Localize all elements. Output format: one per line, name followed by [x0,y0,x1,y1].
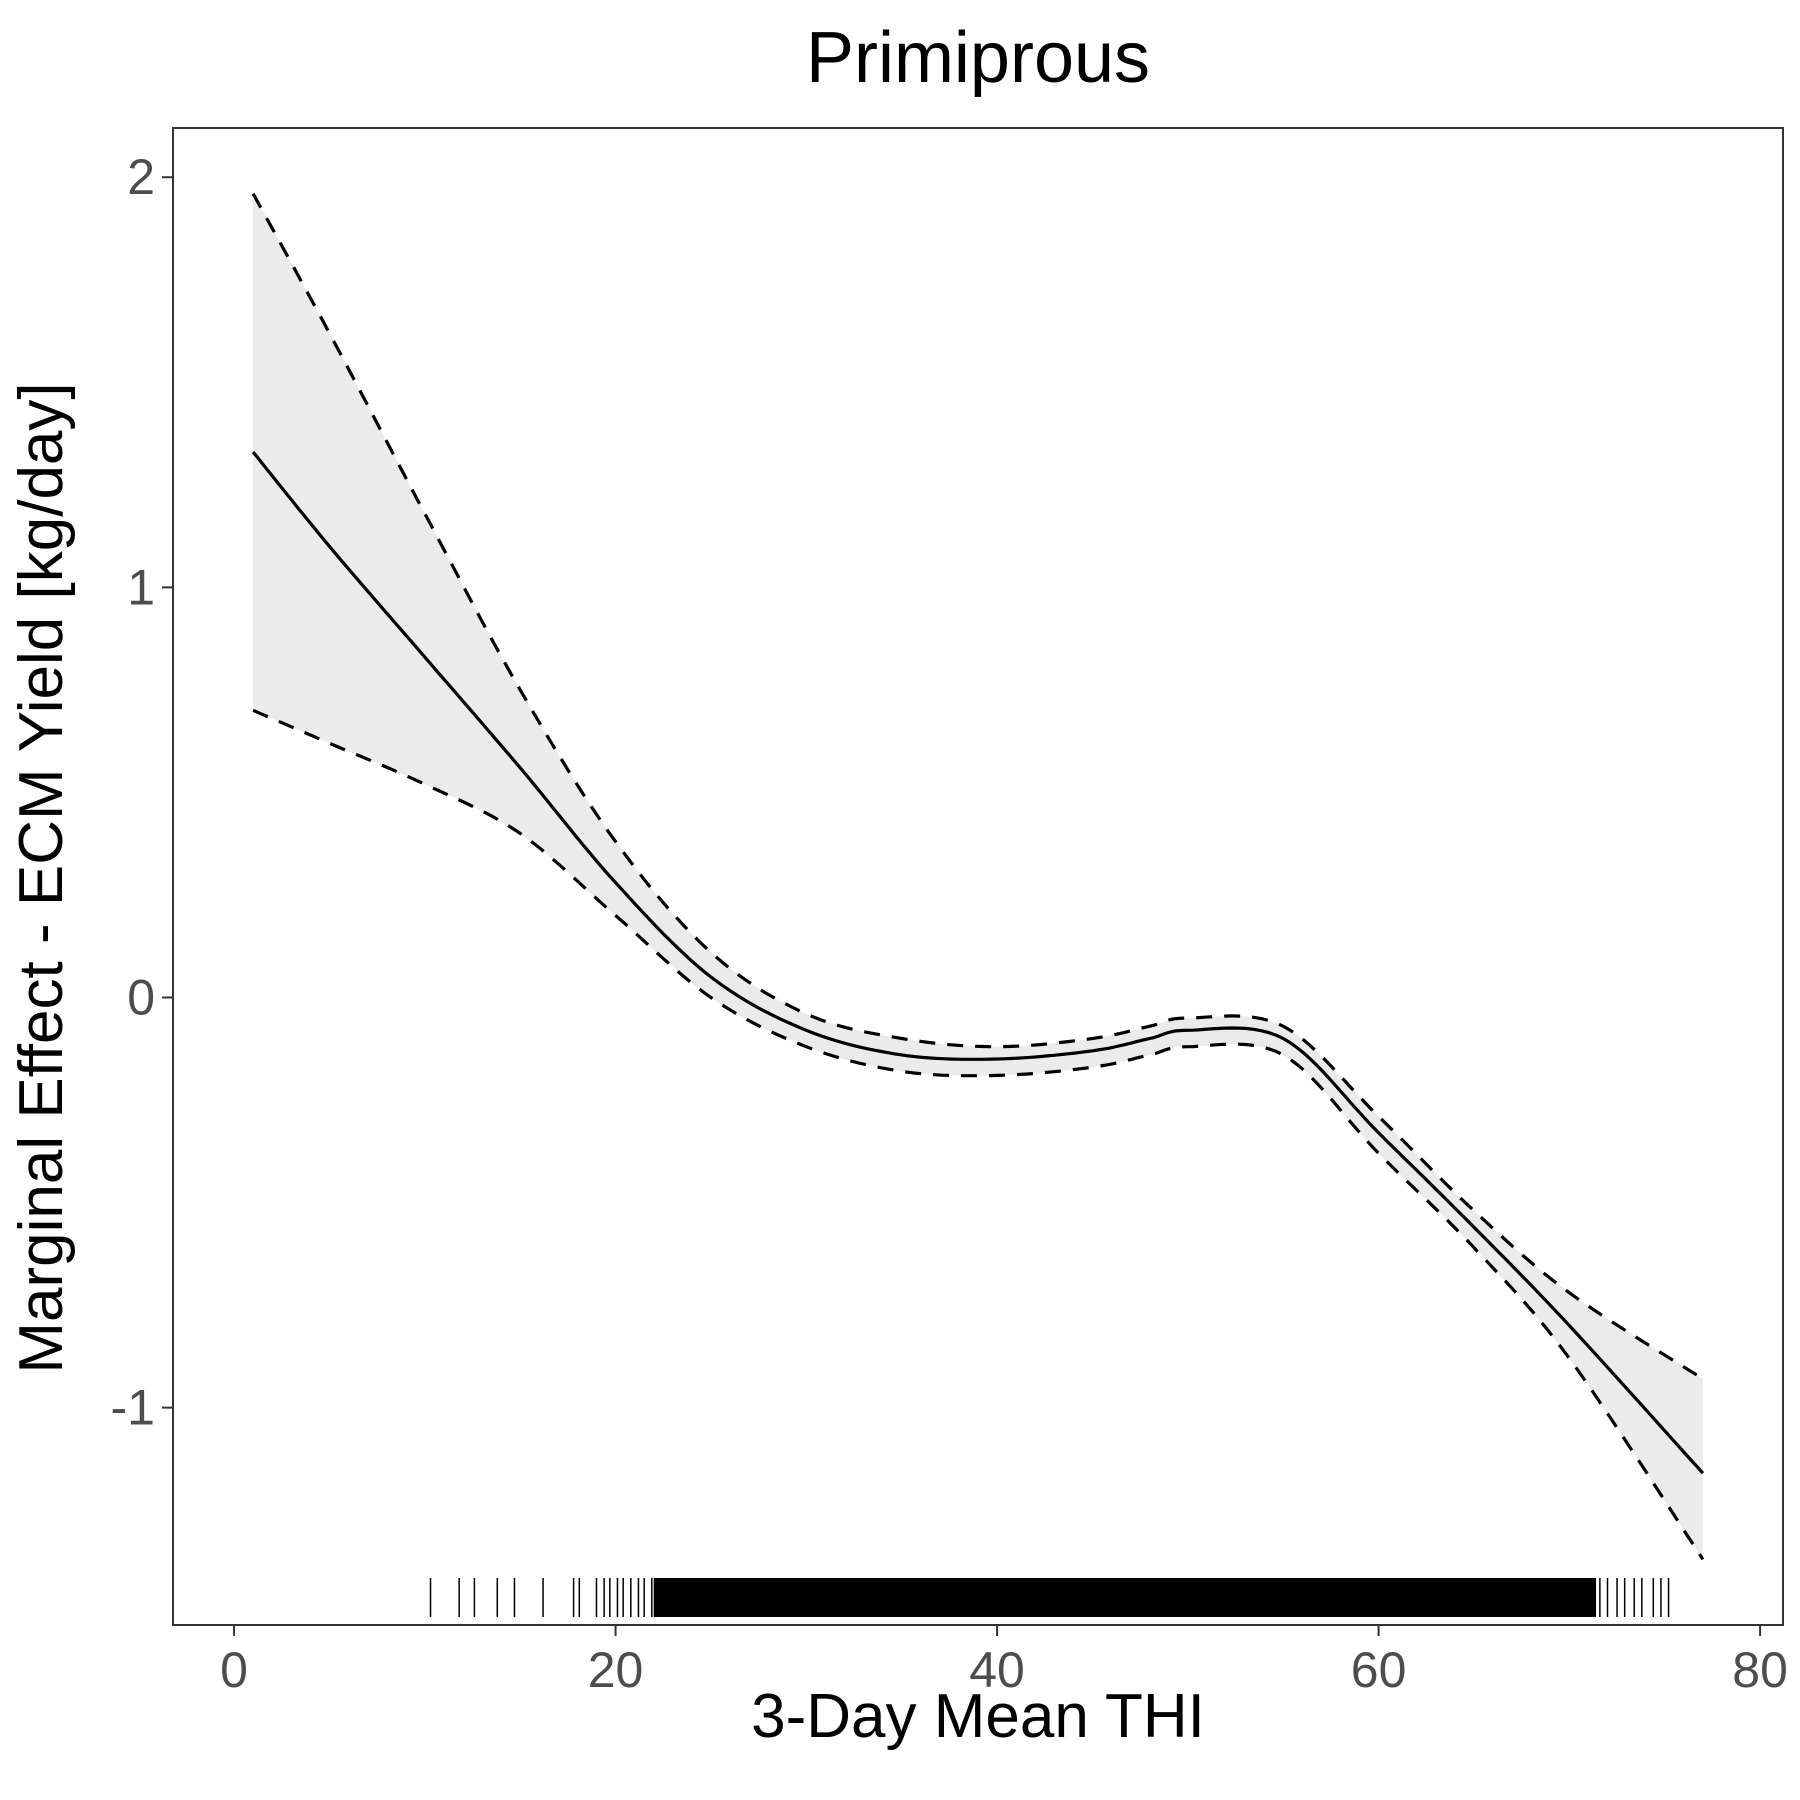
y-tick-label: 0 [127,969,155,1025]
plot-area [251,192,1705,1617]
axes: 0 20 40 60 80 -1 0 1 2 [111,149,1788,1698]
panel-border [172,127,1784,1626]
y-axis-title: Marginal Effect - ECM Yield [kg/day] [7,382,76,1373]
y-tick-label: 2 [127,149,155,205]
x-axis-title: 3-Day Mean THI [751,1682,1205,1751]
y-tick-label: -1 [111,1380,155,1436]
rug-dense-block [653,1578,1597,1617]
x-tick-label: 40 [969,1642,1025,1698]
y-tick-label: 1 [127,559,155,615]
lower-ci-line [252,708,1705,1561]
x-tick-label: 60 [1351,1642,1407,1698]
x-tick-label: 0 [220,1642,248,1698]
upper-ci-line [251,192,1704,1381]
x-tick-label: 20 [588,1642,644,1698]
rug [429,1578,1670,1617]
estimate-line [251,450,1705,1475]
x-tick-label: 80 [1732,1642,1788,1698]
chart-title: Primiprous [806,18,1150,98]
